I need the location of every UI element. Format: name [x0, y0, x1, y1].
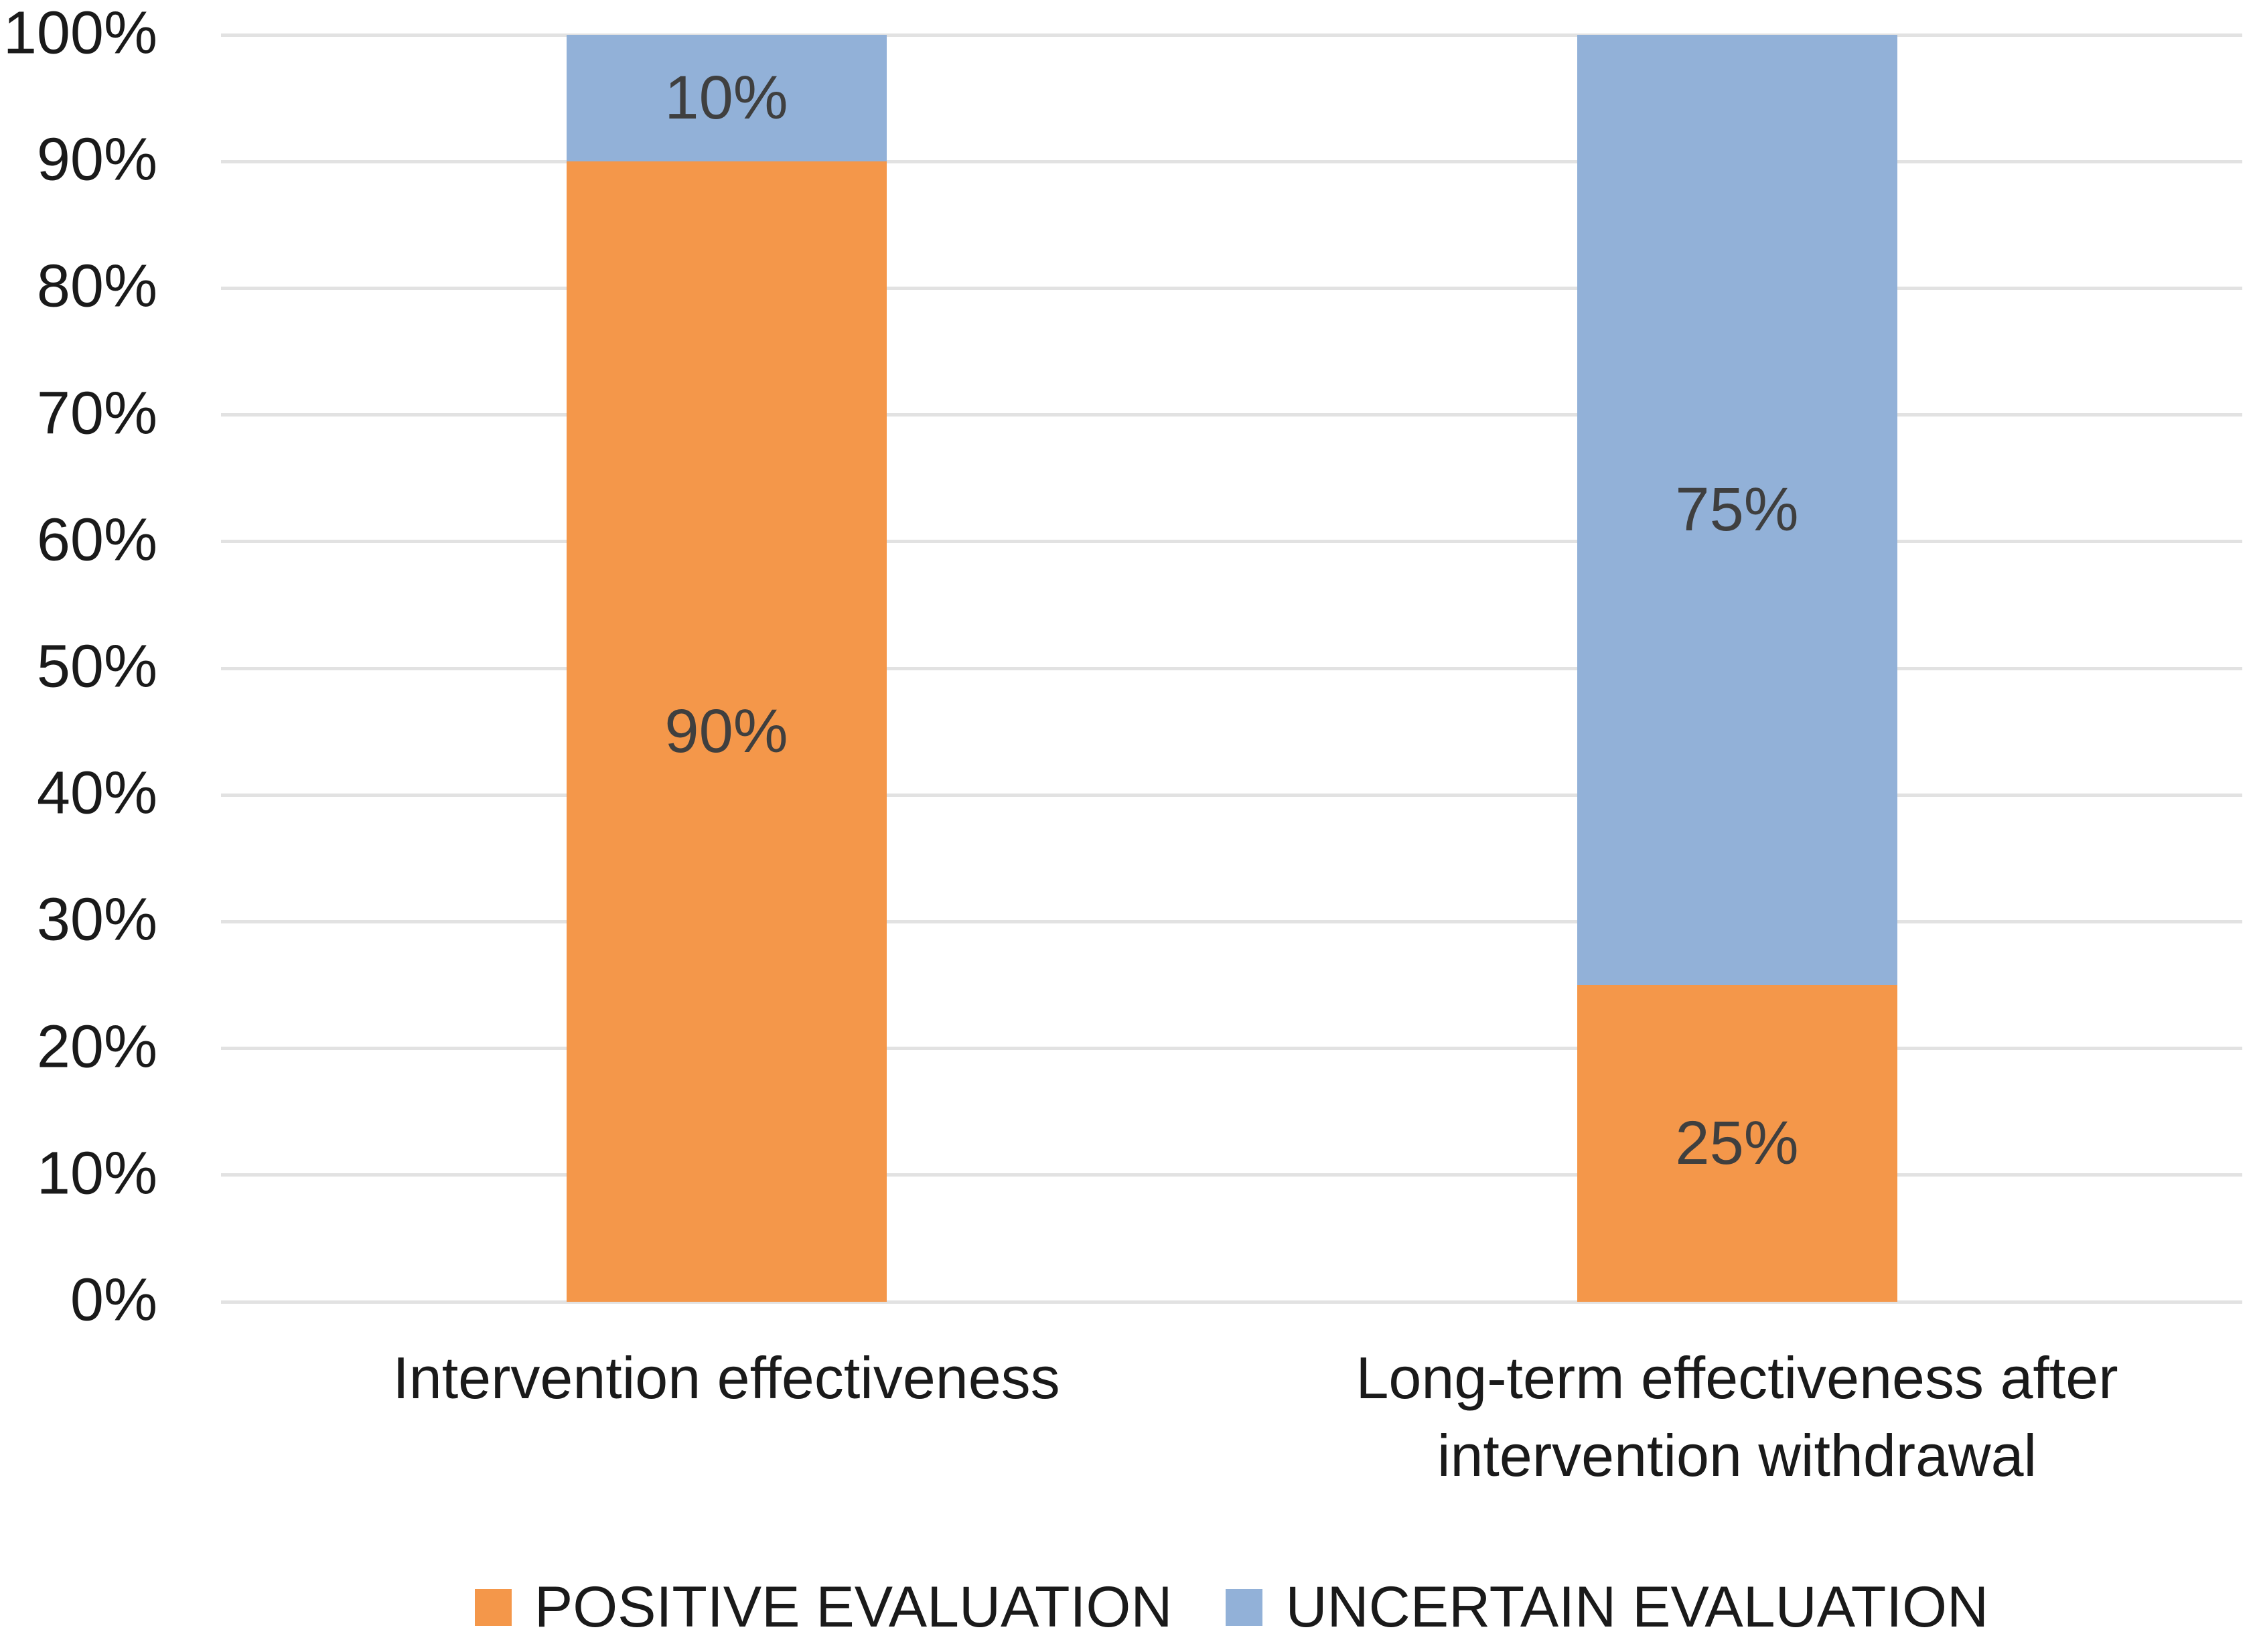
legend-swatch-positive	[474, 1588, 512, 1626]
value-label: 25%	[1675, 1109, 1799, 1177]
y-tick-label: 90%	[36, 126, 157, 194]
legend-item: POSITIVE EVALUATION	[474, 1574, 1173, 1641]
gridline	[221, 413, 2242, 417]
gridline	[221, 33, 2242, 37]
value-label: 90%	[664, 697, 788, 766]
gridline	[221, 540, 2242, 544]
y-tick-label: 100%	[3, 0, 157, 67]
legend-swatch-uncertain	[1226, 1588, 1263, 1626]
gridline	[221, 286, 2242, 290]
y-tick-label: 20%	[36, 1013, 157, 1081]
bar-segment-uncertain: 10%	[566, 35, 887, 162]
y-tick-label: 40%	[36, 759, 157, 827]
y-tick-label: 60%	[36, 506, 157, 574]
bar-segment-positive: 25%	[1577, 985, 1897, 1302]
gridline	[221, 919, 2242, 923]
legend-label: UNCERTAIN EVALUATION	[1285, 1574, 1989, 1639]
bar: 75% 25%	[1577, 35, 1897, 1302]
gridline	[221, 1300, 2242, 1304]
y-tick-label: 50%	[36, 633, 157, 700]
value-label: 10%	[664, 64, 788, 133]
category-label: Long-term effectiveness after interventi…	[1356, 1345, 2118, 1489]
category-label: Intervention effectiveness	[392, 1345, 1060, 1411]
bar: 10% 90%	[566, 35, 887, 1302]
y-tick-label: 70%	[36, 380, 157, 447]
y-tick-label: 0%	[70, 1266, 157, 1334]
gridline	[221, 793, 2242, 797]
y-tick-label: 10%	[36, 1140, 157, 1207]
bar-segment-uncertain: 75%	[1577, 35, 1897, 985]
y-tick-label: 30%	[36, 886, 157, 954]
bar-segment-positive: 90%	[566, 161, 887, 1302]
value-label: 75%	[1675, 475, 1799, 544]
y-tick-label: 80%	[36, 252, 157, 320]
gridline	[221, 159, 2242, 163]
legend-item: UNCERTAIN EVALUATION	[1226, 1574, 1988, 1641]
gridline	[221, 1173, 2242, 1177]
legend: POSITIVE EVALUATION UNCERTAIN EVALUATION	[221, 1570, 2242, 1644]
gridline	[221, 1047, 2242, 1051]
gridline	[221, 666, 2242, 670]
legend-label: POSITIVE EVALUATION	[534, 1574, 1173, 1639]
